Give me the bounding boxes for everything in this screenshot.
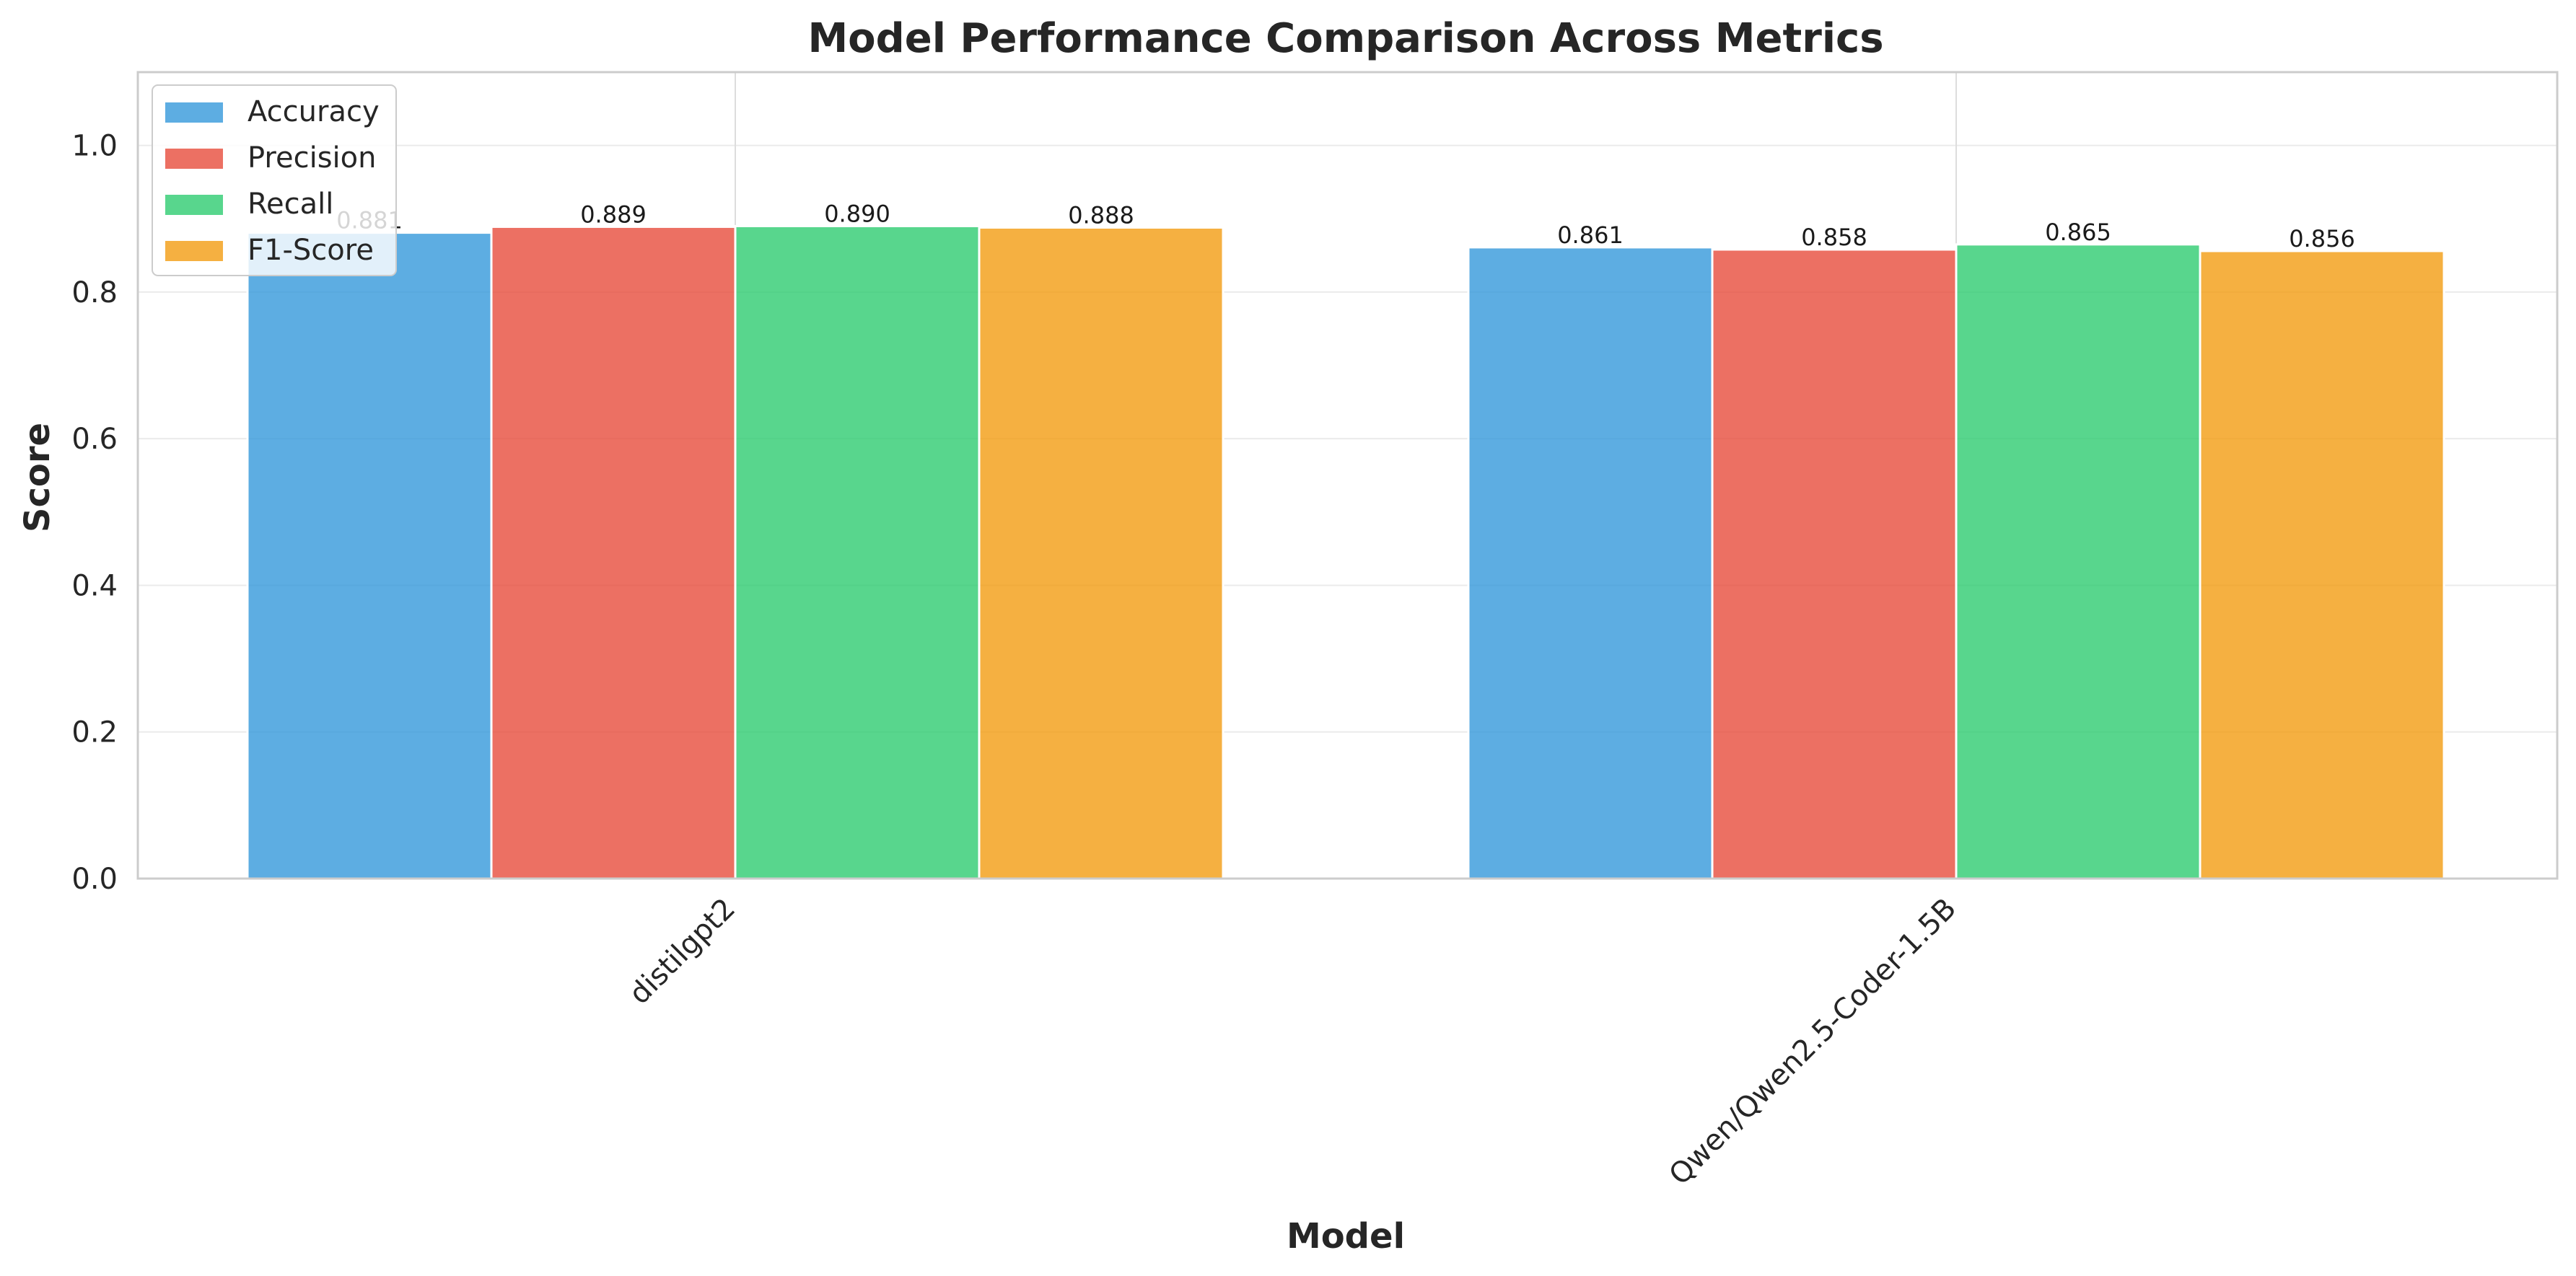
legend-label: Precision xyxy=(247,141,376,175)
legend-label: Recall xyxy=(247,188,333,221)
bar-precision xyxy=(490,225,737,880)
chart-title: Model Performance Comparison Across Metr… xyxy=(807,15,1883,62)
bar-precision xyxy=(1711,248,1958,880)
y-tick-label: 0.0 xyxy=(71,863,118,896)
bar-value-label: 0.856 xyxy=(2289,225,2355,252)
bar-value-label: 0.861 xyxy=(1557,221,1624,249)
bar-recall xyxy=(1955,243,2202,880)
legend: Accuracy Precision Recall F1-Score xyxy=(152,84,397,276)
y-axis-ticks: 0.0 0.2 0.4 0.6 0.8 1.0 xyxy=(71,130,118,896)
y-tick-label: 0.4 xyxy=(71,569,118,602)
y-axis-label: Score xyxy=(17,423,58,532)
bar-accuracy xyxy=(246,232,493,880)
legend-swatch xyxy=(165,195,223,215)
bars xyxy=(246,224,2445,880)
bar-recall xyxy=(734,224,981,880)
y-tick-label: 0.8 xyxy=(71,276,118,309)
bar-value-label: 0.865 xyxy=(2045,219,2111,246)
legend-swatch xyxy=(165,149,223,169)
x-axis-label: Model xyxy=(1287,1216,1405,1257)
bar-value-label: 0.890 xyxy=(824,200,890,227)
y-tick-label: 0.2 xyxy=(71,716,118,749)
bar-f1-score xyxy=(978,226,1225,880)
legend-swatch xyxy=(165,241,223,261)
bar-value-label: 0.858 xyxy=(1801,224,1867,251)
legend-swatch xyxy=(165,102,223,123)
bar-value-label: 0.888 xyxy=(1068,201,1134,229)
legend-label: F1-Score xyxy=(247,234,374,267)
legend-label: Accuracy xyxy=(247,95,380,128)
legend-box xyxy=(152,84,397,276)
bar-f1-score xyxy=(2199,250,2445,880)
bar-accuracy xyxy=(1467,246,1714,880)
plot-frame xyxy=(136,71,2559,880)
y-tick-label: 0.6 xyxy=(71,423,118,456)
y-tick-label: 1.0 xyxy=(71,130,118,163)
bar-value-label: 0.889 xyxy=(580,201,647,228)
